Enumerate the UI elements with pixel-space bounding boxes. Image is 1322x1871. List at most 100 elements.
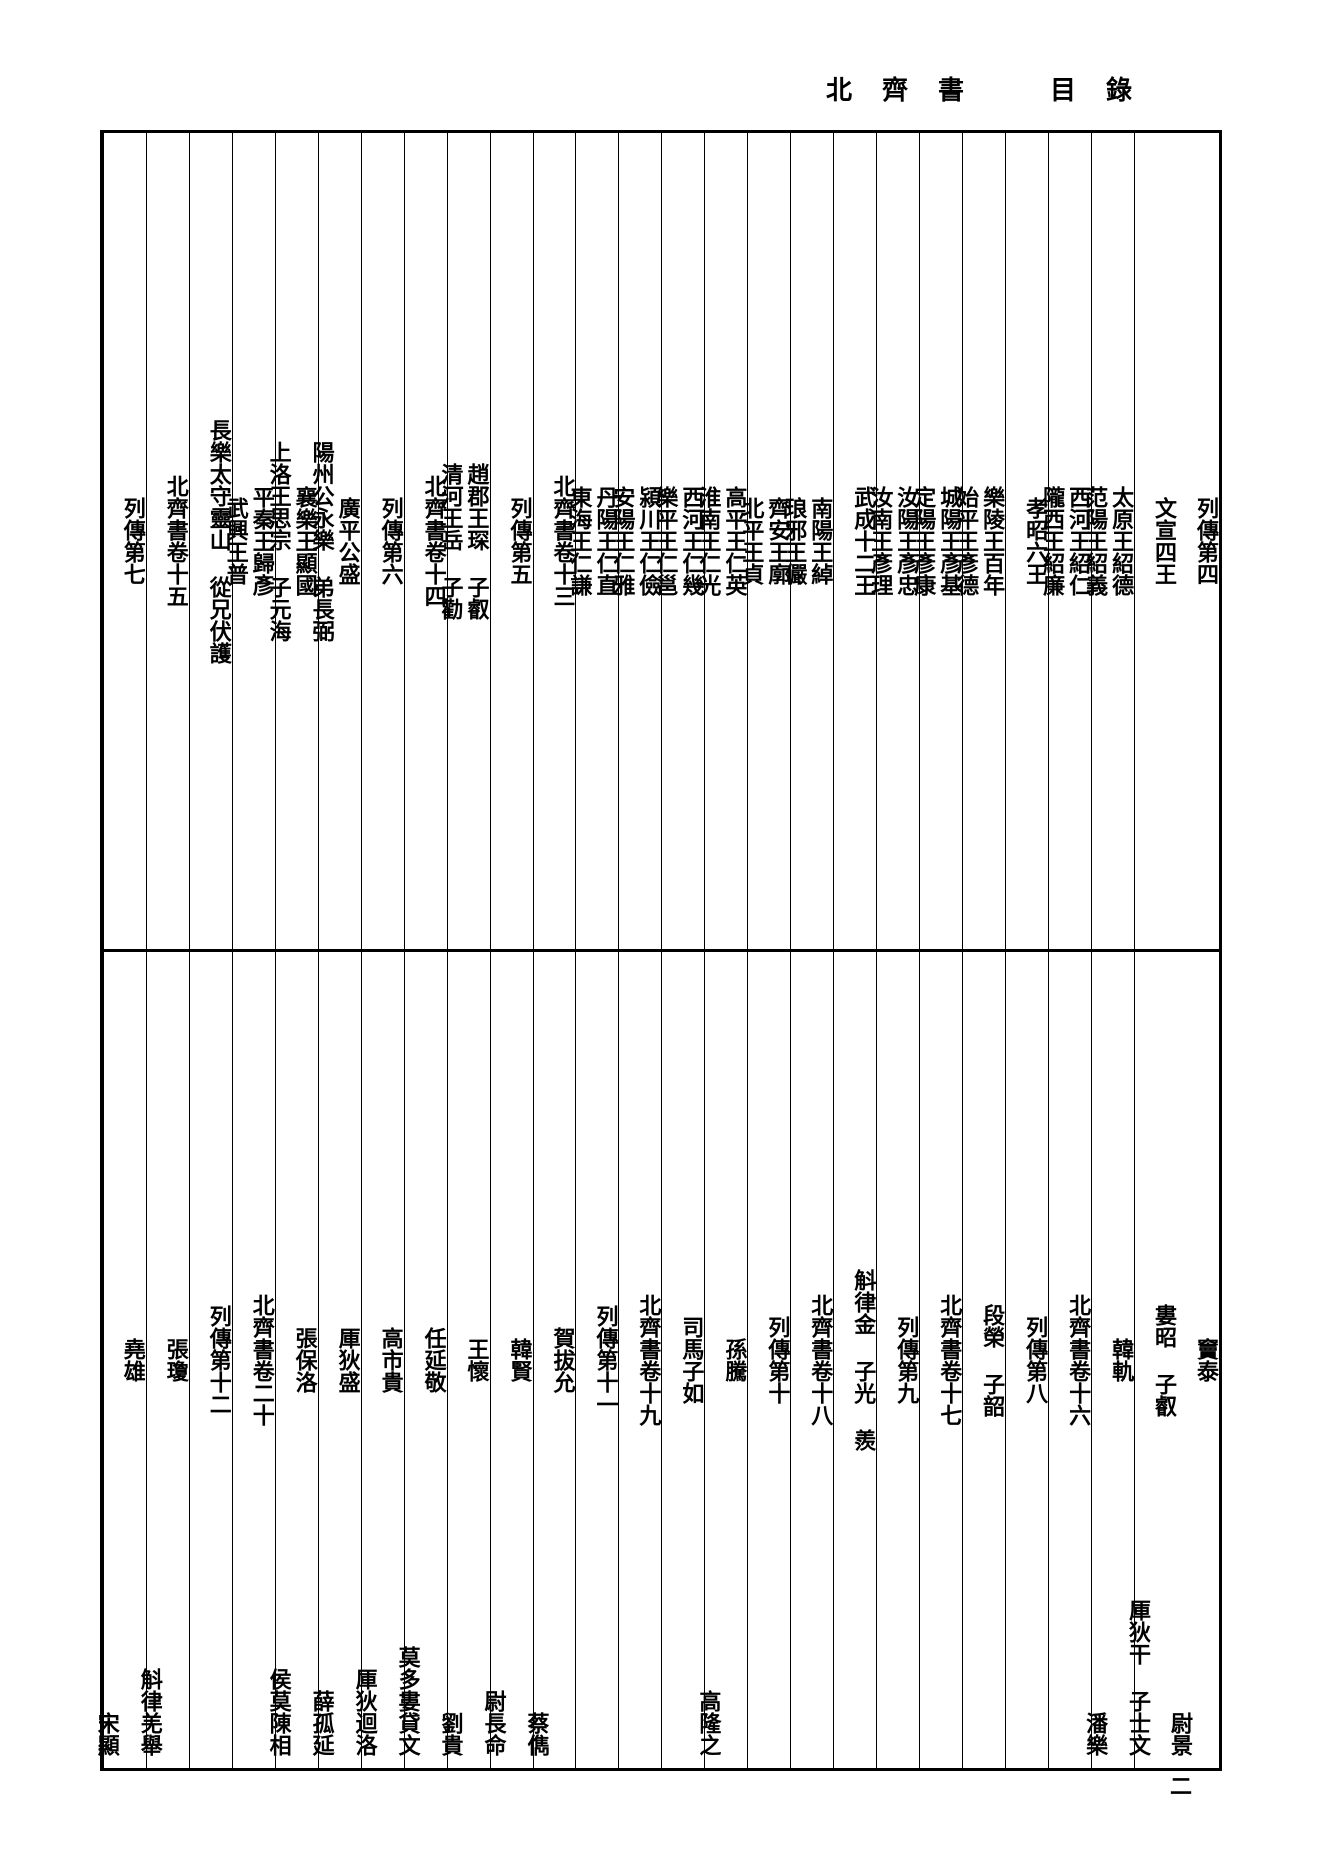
toc-entry: 潘樂 xyxy=(1082,1712,1108,1756)
col-top: 北齊書卷十八 xyxy=(807,1294,833,1426)
toc-column: 列傳第八 xyxy=(1005,952,1048,1768)
toc-entry: 司馬子如 xyxy=(678,1316,704,1404)
col-top: 北齊書卷十六 xyxy=(1065,1294,1091,1426)
col-top: 列傳第八 xyxy=(1022,1316,1048,1404)
col-bottom: 尉長命 xyxy=(481,1660,507,1756)
toc-entry: 清河王岳 子勸 xyxy=(438,463,464,620)
toc-entry: 始平王彥德 xyxy=(953,486,979,596)
toc-column: 太原王紹德范陽王紹義 xyxy=(1091,133,1134,949)
toc-column: 任延敬莫多婁貸文 xyxy=(404,952,447,1768)
toc-entry: 廣平公盛 xyxy=(335,497,361,585)
toc-entry: 列傳第六 xyxy=(378,497,404,585)
toc-entry: 韓軌 xyxy=(1108,1338,1134,1382)
toc-entry: 高市貴 xyxy=(378,1327,404,1393)
toc-entry: 南陽王綽 xyxy=(807,497,833,585)
toc-entry: 列傳第四 xyxy=(1193,497,1219,585)
col-top: 高市貴 xyxy=(378,1327,404,1393)
toc-entry: 張保洛 xyxy=(292,1327,318,1393)
toc-entry: 厙狄干 子士文 xyxy=(1125,1599,1151,1756)
toc-entry: 孫騰 xyxy=(721,1338,747,1382)
col-bottom: 蔡儁 xyxy=(523,1682,549,1756)
toc-column: 列傳第十一 xyxy=(575,952,618,1768)
toc-column: 列傳第十二 xyxy=(189,952,232,1768)
toc-column: 竇泰尉景 xyxy=(1177,952,1219,1768)
toc-entry: 張瓊 xyxy=(163,1338,189,1382)
toc-entry: 陽州公永樂 弟長弼 xyxy=(309,441,335,642)
col-top: 賀拔允 xyxy=(549,1327,575,1393)
toc-entry: 汝南王彥理 xyxy=(867,486,893,596)
bottom-section: 竇泰尉景婁昭 子叡厙狄干 子士文韓軌潘樂北齊書卷十六列傳第八段榮 子韶北齊書卷十… xyxy=(103,952,1219,1768)
toc-entry: 薛孤延 xyxy=(309,1690,335,1756)
toc-entry: 竇泰 xyxy=(1193,1338,1219,1382)
col-top: 列傳第十一 xyxy=(592,1305,618,1415)
toc-entry: 列傳第七 xyxy=(120,497,146,585)
toc-entry: 侯莫陳相 xyxy=(266,1668,292,1756)
col-bottom: 厙狄迴洛 xyxy=(352,1638,378,1756)
toc-entry: 趙郡王琛 子叡 xyxy=(464,463,490,620)
col-top: 竇泰 xyxy=(1193,1338,1219,1382)
toc-entry: 北齊書卷十七 xyxy=(936,1294,962,1426)
page-wrapper: 北齊書 目錄 二 列傳第四文宣四王太原王紹德范陽王紹義西河王紹仁隴西王紹廉孝昭六… xyxy=(100,130,1222,1771)
toc-entry: 隴西王紹廉 xyxy=(1039,486,1065,596)
col-top: 司馬子如 xyxy=(678,1316,704,1404)
toc-entry: 厙狄迴洛 xyxy=(352,1668,378,1756)
toc-entry: 北齊書卷十五 xyxy=(163,475,189,607)
toc-column: 列傳第七 xyxy=(103,133,146,949)
col-bottom: 莫多婁貸文 xyxy=(395,1616,421,1756)
toc-entry: 北齊書卷十六 xyxy=(1065,1294,1091,1426)
toc-entry: 韓賢 xyxy=(507,1338,533,1382)
col-top: 張保洛 xyxy=(292,1327,318,1393)
col-bottom: 尉景 xyxy=(1167,1682,1193,1756)
toc-entry: 斛律金 子光 羨 xyxy=(850,1269,876,1451)
toc-column: 北齊書卷十五 xyxy=(146,133,189,949)
toc-entry: 賀拔允 xyxy=(549,1327,575,1393)
toc-column: 司馬子如 xyxy=(661,952,704,1768)
toc-entry: 琅邪王儼 xyxy=(781,497,807,585)
toc-entry: 東海王仁謙 xyxy=(566,486,592,596)
toc-column: 南陽王綽琅邪王儼 xyxy=(790,133,833,949)
col-bottom: 高隆之 xyxy=(695,1660,721,1756)
col-top: 孫騰 xyxy=(721,1338,747,1382)
toc-entry: 任延敬 xyxy=(421,1327,447,1393)
col-top: 婁昭 子叡 xyxy=(1151,1304,1177,1417)
toc-entry: 列傳第五 xyxy=(507,497,533,585)
col-bottom: 劉貴 xyxy=(438,1682,464,1756)
col-top: 列傳第十 xyxy=(764,1316,790,1404)
toc-entry: 武興王普 xyxy=(223,497,249,585)
col-top: 堯雄 xyxy=(120,1338,146,1382)
toc-entry: 北平王貞 xyxy=(738,497,764,585)
toc-entry: 定陽王彥康 xyxy=(910,486,936,596)
toc-column: 孫騰高隆之 xyxy=(704,952,747,1768)
toc-entry: 莫多婁貸文 xyxy=(395,1646,421,1756)
toc-column: 婁昭 子叡厙狄干 子士文 xyxy=(1134,952,1177,1768)
toc-column: 北齊書卷十七 xyxy=(919,952,962,1768)
col-bottom: 斛律羌舉 xyxy=(137,1638,163,1756)
toc-column: 斛律金 子光 羨 xyxy=(833,952,876,1768)
toc-entry: 北齊書卷十九 xyxy=(635,1294,661,1426)
toc-entry: 列傳第九 xyxy=(893,1316,919,1404)
toc-entry: 北齊書卷十八 xyxy=(807,1294,833,1426)
toc-entry: 尉長命 xyxy=(481,1690,507,1756)
toc-column: 張瓊斛律羌舉 xyxy=(146,952,189,1768)
toc-column: 列傳第五 xyxy=(490,133,533,949)
toc-column: 北齊書卷十九 xyxy=(618,952,661,1768)
toc-entry: 北齊書卷二十 xyxy=(249,1294,275,1426)
toc-column: 樂陵王百年始平王彥德 xyxy=(962,133,1005,949)
toc-entry: 斛律羌舉 xyxy=(137,1668,163,1756)
toc-entry: 列傳第十二 xyxy=(206,1305,232,1415)
toc-column: 列傳第四 xyxy=(1177,133,1219,949)
col-top: 韓賢 xyxy=(507,1338,533,1382)
col-top: 列傳第九 xyxy=(893,1316,919,1404)
toc-table: 列傳第四文宣四王太原王紹德范陽王紹義西河王紹仁隴西王紹廉孝昭六王樂陵王百年始平王… xyxy=(100,130,1222,1771)
col-bottom: 潘樂 xyxy=(1082,1682,1108,1756)
toc-column: 趙郡王琛 子叡清河王岳 子勸 xyxy=(447,133,490,949)
toc-column: 北齊書卷十六 xyxy=(1048,952,1091,1768)
toc-column: 段榮 子韶 xyxy=(962,952,1005,1768)
col-top: 段榮 子韶 xyxy=(979,1304,1005,1417)
toc-entry: 厙狄盛 xyxy=(335,1327,361,1393)
toc-entry: 高隆之 xyxy=(695,1690,721,1756)
toc-entry: 列傳第十一 xyxy=(592,1305,618,1415)
toc-entry: 樂平王仁邕 xyxy=(652,486,678,596)
toc-column: 張保洛侯莫陳相 xyxy=(275,952,318,1768)
toc-entry: 宋顯 xyxy=(94,1712,120,1756)
